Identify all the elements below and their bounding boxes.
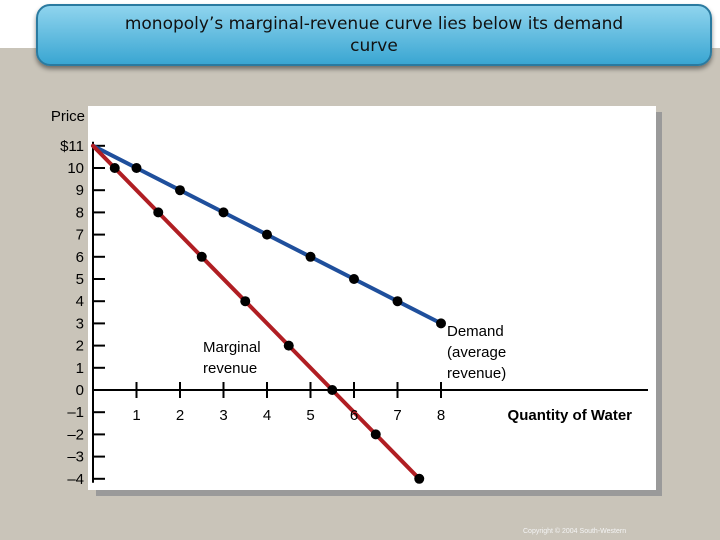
x-tick-label: 3 xyxy=(219,407,227,424)
demand-point xyxy=(305,251,316,262)
marginal-revenue-line xyxy=(91,143,422,481)
axes xyxy=(92,141,648,483)
marginal-revenue-point xyxy=(283,340,294,351)
demand-point xyxy=(392,296,403,307)
marginal-revenue-point xyxy=(414,473,425,484)
y-tick-label: 2 xyxy=(76,338,84,355)
demand-point xyxy=(218,207,229,218)
y-axis-title: Price xyxy=(51,108,85,125)
demand-point xyxy=(175,185,185,196)
y-tick-label: 8 xyxy=(76,204,84,221)
slide-title: monopoly’s marginal-revenue curve lies b… xyxy=(124,14,624,56)
marginal-revenue-point xyxy=(240,296,251,307)
marginal-revenue-point xyxy=(196,251,207,262)
y-tick-label: 1 xyxy=(76,360,84,377)
series-lines xyxy=(91,143,443,481)
y-tick-label: 9 xyxy=(76,182,84,199)
marginal-revenue-label: Marginal xyxy=(203,339,261,356)
copyright-note: Copyright © 2004 South-Western xyxy=(523,528,627,535)
demand-point xyxy=(436,318,446,329)
marginal-revenue-point xyxy=(109,163,120,173)
y-tick-label: –4 xyxy=(67,471,84,488)
y-tick-label: 7 xyxy=(76,227,84,244)
y-tick-label: –1 xyxy=(67,404,84,421)
demand-label: revenue) xyxy=(447,365,506,382)
marginal-revenue-point xyxy=(327,385,338,395)
x-axis-title: Quantity of Water xyxy=(508,407,633,424)
y-tick-label: –2 xyxy=(67,426,84,443)
y-tick-label: $11 xyxy=(60,138,84,155)
x-tick-label: 7 xyxy=(393,407,401,424)
y-tick-label: 5 xyxy=(76,271,84,288)
y-tick-label: 0 xyxy=(76,382,84,399)
demand-point xyxy=(131,163,142,173)
demand-label: Demand xyxy=(447,323,504,340)
y-tick-label: 3 xyxy=(76,315,84,332)
title-banner: monopoly’s marginal-revenue curve lies b… xyxy=(36,4,712,66)
demand-point xyxy=(262,229,272,240)
x-tick-label: 2 xyxy=(176,407,184,424)
y-tick-label: 4 xyxy=(76,293,84,310)
demand-label: (average xyxy=(447,344,506,361)
marginal-revenue-label: revenue xyxy=(203,360,257,377)
y-tick-label: –3 xyxy=(67,449,84,466)
marginal-revenue-point xyxy=(370,429,381,440)
series-points xyxy=(109,163,446,484)
x-tick-label: 5 xyxy=(306,407,314,424)
y-tick-label: 6 xyxy=(76,249,84,266)
y-tick-label: 10 xyxy=(67,160,84,177)
marginal-revenue-point xyxy=(153,207,164,218)
x-tick-label: 1 xyxy=(132,407,140,424)
x-tick-label: 4 xyxy=(263,407,271,424)
chart-panel xyxy=(88,106,656,490)
demand-point xyxy=(349,274,359,284)
x-tick-label: 8 xyxy=(437,407,445,424)
x-tick-label: 6 xyxy=(350,407,358,424)
